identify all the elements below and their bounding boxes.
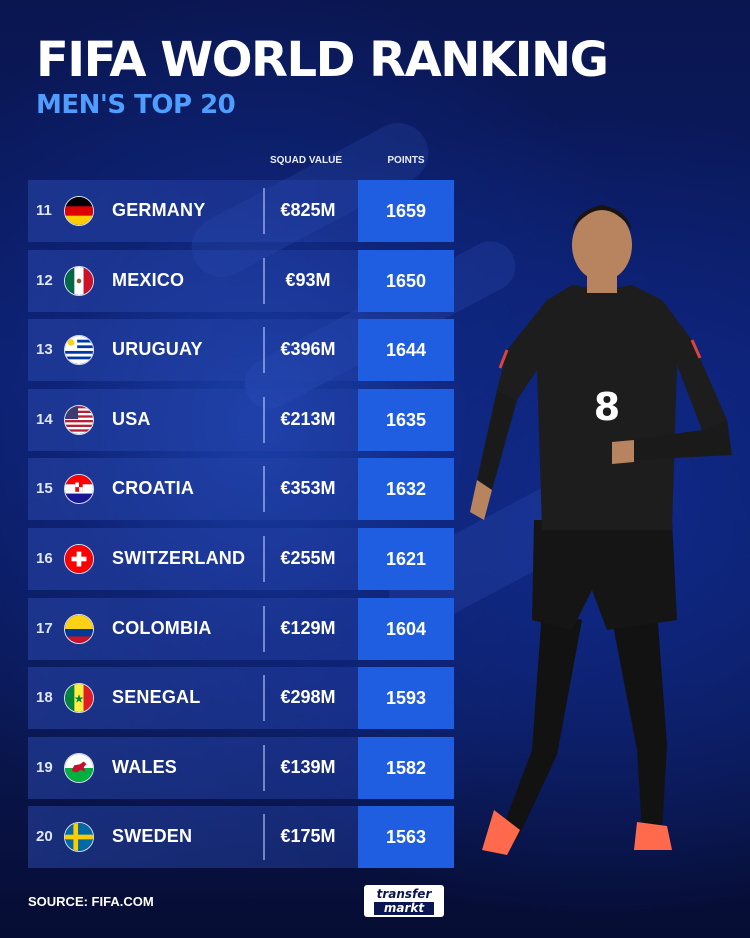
germany-flag-icon xyxy=(64,196,94,226)
ranking-points: 1593 xyxy=(358,667,454,730)
logo-line-1: transfer xyxy=(376,887,432,901)
rank-number: 20 xyxy=(36,828,53,846)
squad-value: €213M xyxy=(280,408,336,429)
squad-value: €139M xyxy=(280,756,336,777)
country-name: WALES xyxy=(112,756,178,777)
column-header-squad-value: SQUAD VALUE xyxy=(269,155,343,166)
squad-value: €255M xyxy=(280,548,336,568)
ranking-points: 1650 xyxy=(358,249,454,312)
column-divider xyxy=(263,466,265,513)
column-divider xyxy=(263,536,265,582)
rank-number: 12 xyxy=(36,271,53,289)
column-divider xyxy=(263,257,265,304)
rank-number: 17 xyxy=(36,619,53,637)
country-name: SENEGAL xyxy=(112,687,201,708)
ranking-points: 1563 xyxy=(358,806,454,869)
column-divider xyxy=(263,327,265,374)
page-subtitle: MEN'S TOP 20 xyxy=(36,90,236,120)
wales-flag-icon xyxy=(64,752,94,783)
rank-number: 19 xyxy=(36,758,53,776)
column-header-points: POINTS xyxy=(387,155,425,166)
shirt-number: 8 xyxy=(594,385,620,429)
column-divider xyxy=(263,188,265,234)
ranking-points: 1644 xyxy=(358,319,454,382)
squad-value: €396M xyxy=(280,339,336,360)
country-name: GERMANY xyxy=(112,200,206,220)
column-divider xyxy=(263,675,265,722)
ranking-points: 1635 xyxy=(358,388,454,451)
ranking-points: 1659 xyxy=(358,180,454,242)
rank-number: 15 xyxy=(36,480,53,498)
logo-line-2: markt xyxy=(374,902,434,915)
country-name: COLOMBIA xyxy=(112,617,212,638)
country-name: SWITZERLAND xyxy=(112,548,246,568)
rank-number: 18 xyxy=(36,689,53,707)
sweden-flag-icon xyxy=(64,822,94,853)
croatia-flag-icon xyxy=(64,474,94,505)
column-divider xyxy=(263,744,265,791)
column-divider xyxy=(263,814,265,861)
rank-number: 13 xyxy=(36,341,53,359)
rank-number: 16 xyxy=(36,550,53,567)
senegal-flag-icon xyxy=(64,683,94,714)
mexico-flag-icon xyxy=(64,265,94,296)
squad-value: €129M xyxy=(280,617,336,638)
ranking-points: 1582 xyxy=(358,736,454,799)
ranking-points: 1632 xyxy=(358,458,454,521)
country-name: SWEDEN xyxy=(112,826,193,847)
page-title: FIFA WORLD RANKING xyxy=(36,32,609,88)
squad-value: €298M xyxy=(280,687,336,708)
squad-value: €93M xyxy=(285,269,331,290)
ranking-points: 1621 xyxy=(358,528,454,590)
rank-number: 14 xyxy=(36,410,53,428)
ranking-points: 1604 xyxy=(358,597,454,660)
country-name: MEXICO xyxy=(112,269,185,290)
usa-flag-icon xyxy=(64,404,94,435)
country-name: USA xyxy=(112,408,151,429)
column-divider xyxy=(263,396,265,443)
colombia-flag-icon xyxy=(64,613,94,644)
country-name: URUGUAY xyxy=(112,339,203,360)
uruguay-flag-icon xyxy=(64,335,94,366)
squad-value: €175M xyxy=(280,826,336,847)
squad-value: €825M xyxy=(280,200,336,220)
column-divider xyxy=(263,605,265,652)
country-name: CROATIA xyxy=(112,478,195,499)
squad-value: €353M xyxy=(280,478,336,499)
transfermarkt-logo: transfer markt xyxy=(364,885,444,917)
player-image: 8 xyxy=(470,205,732,855)
switzerland-flag-icon xyxy=(64,544,94,574)
rank-number: 11 xyxy=(36,202,52,219)
source-note: SOURCE: FIFA.COM xyxy=(28,894,154,909)
